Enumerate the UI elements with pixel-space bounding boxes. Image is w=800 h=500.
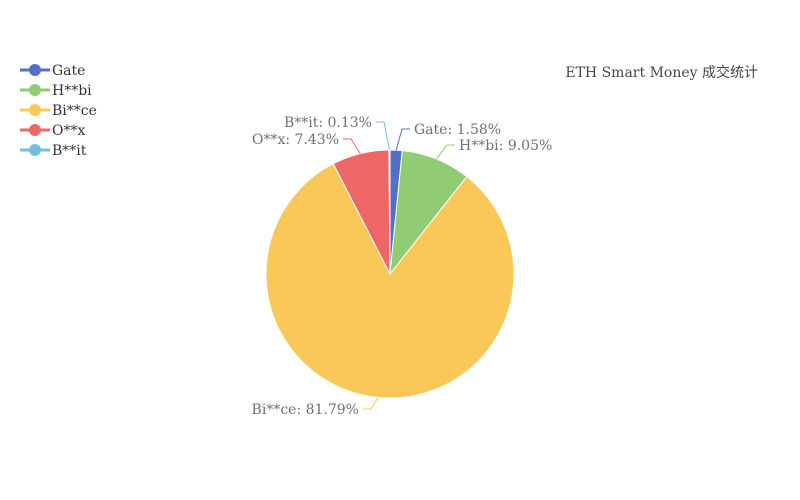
legend-marker bbox=[29, 124, 41, 136]
legend: Gate H**bi Bi**ce O**x B**it bbox=[20, 63, 97, 159]
leader-line-h-bi bbox=[436, 144, 455, 160]
pie-slices bbox=[265, 149, 515, 399]
legend-label: Gate bbox=[52, 63, 85, 79]
pie-slice-bi-ce[interactable] bbox=[265, 163, 515, 399]
slice-labels: Gate: 1.58%H**bi: 9.05% Bi**ce: 81.79% O**… bbox=[252, 115, 553, 418]
legend-label: H**bi bbox=[52, 83, 92, 99]
slice-label-h-bi: H**bi: 9.05% bbox=[459, 138, 552, 154]
leader-line-bi-ce bbox=[363, 397, 379, 410]
leader-line-gate bbox=[395, 128, 410, 151]
slice-label-o-x: O**x: 7.43% bbox=[252, 132, 339, 148]
chart-title: ETH Smart Money 成交统计 bbox=[565, 64, 758, 81]
slice-label-bi-ce: Bi**ce: 81.79% bbox=[252, 402, 359, 418]
legend-label: B**it bbox=[52, 143, 87, 159]
legend-marker bbox=[29, 144, 41, 156]
legend-label: Bi**ce bbox=[52, 103, 97, 119]
legend-label: O**x bbox=[52, 123, 85, 139]
slice-label-gate: Gate: 1.58% bbox=[414, 122, 501, 138]
legend-marker bbox=[29, 84, 41, 96]
legend-item-bi-ce[interactable]: Bi**ce bbox=[20, 103, 97, 119]
leader-line-b-it bbox=[376, 121, 390, 151]
legend-item-gate[interactable]: Gate bbox=[20, 63, 85, 79]
legend-item-h-bi[interactable]: H**bi bbox=[20, 83, 92, 99]
legend-marker bbox=[29, 64, 41, 76]
slice-label-b-it: B**it: 0.13% bbox=[284, 115, 372, 131]
legend-item-b-it[interactable]: B**it bbox=[20, 143, 87, 159]
legend-marker bbox=[29, 104, 41, 116]
leader-line-o-x bbox=[343, 138, 361, 154]
legend-item-o-x[interactable]: O**x bbox=[20, 123, 85, 139]
